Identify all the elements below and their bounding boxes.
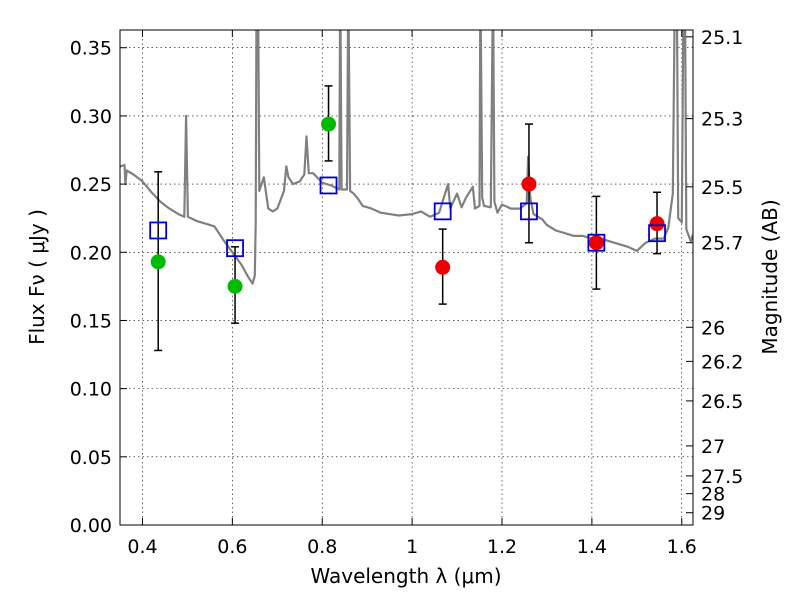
y-axis-title: Flux Fν ( μJy ) xyxy=(25,209,49,345)
model-flux-marker xyxy=(319,176,338,195)
plot-frame xyxy=(119,29,694,526)
model-flux-marker xyxy=(587,233,606,252)
y-tick-label: 0.25 xyxy=(70,174,112,196)
magnitude-tick-label: 27 xyxy=(701,436,725,458)
y-tick-label: 0.10 xyxy=(70,379,112,401)
x-tick-label: 1.6 xyxy=(667,536,697,558)
model-flux-marker xyxy=(149,221,168,240)
x-tick-label: 0.8 xyxy=(307,536,337,558)
y-tick-label: 0.05 xyxy=(70,447,112,469)
magnitude-tick-label: 29 xyxy=(701,503,725,525)
y-tick-label: 0.00 xyxy=(70,515,112,537)
data-point xyxy=(521,176,537,192)
magnitude-tick-label: 25.7 xyxy=(701,233,743,255)
x-axis-ticks: 0.4 0.6 0.8 1 1.2 1.4 1.6 xyxy=(127,30,697,558)
x-axis-title: Wavelength λ (μm) xyxy=(310,564,501,588)
magnitude-tick-label: 26.2 xyxy=(701,351,743,373)
magnitude-tick-label: 25.1 xyxy=(701,27,743,49)
model-flux-marker xyxy=(433,202,452,221)
magnitude-tick-label: 25.3 xyxy=(701,109,743,131)
x-tick-label: 1 xyxy=(406,536,418,558)
x-tick-label: 1.4 xyxy=(577,536,607,558)
data-point xyxy=(321,116,337,132)
data-point xyxy=(435,259,451,275)
data-markers xyxy=(149,116,666,294)
magnitude-axis-title: Magnitude (AB) xyxy=(758,199,782,354)
data-point xyxy=(150,254,166,270)
x-tick-label: 0.6 xyxy=(217,536,247,558)
model-flux-marker xyxy=(648,224,666,243)
plot-background xyxy=(120,30,693,525)
magnitude-tick-label: 26 xyxy=(701,317,725,339)
magnitude-tick-label: 25.5 xyxy=(701,177,743,199)
y-tick-label: 0.15 xyxy=(70,310,112,332)
data-point xyxy=(588,235,604,251)
data-point xyxy=(227,278,243,294)
model-flux-marker xyxy=(520,202,538,221)
y-axis-ticks: 0.00 0.05 0.10 0.15 0.20 0.25 0.30 0.35 xyxy=(70,38,127,537)
x-tick-label: 0.4 xyxy=(127,536,157,558)
data-point xyxy=(649,216,665,232)
y-tick-label: 0.30 xyxy=(70,106,112,128)
magnitude-tick-label: 26.5 xyxy=(701,391,743,413)
x-tick-label: 1.2 xyxy=(487,536,517,558)
y-tick-label: 0.20 xyxy=(70,242,112,264)
magnitude-tick-label: 28 xyxy=(701,484,725,506)
magnitude-tick-label: 27.5 xyxy=(701,466,743,488)
model-flux-marker xyxy=(226,239,244,258)
y-tick-label: 0.35 xyxy=(70,38,112,60)
